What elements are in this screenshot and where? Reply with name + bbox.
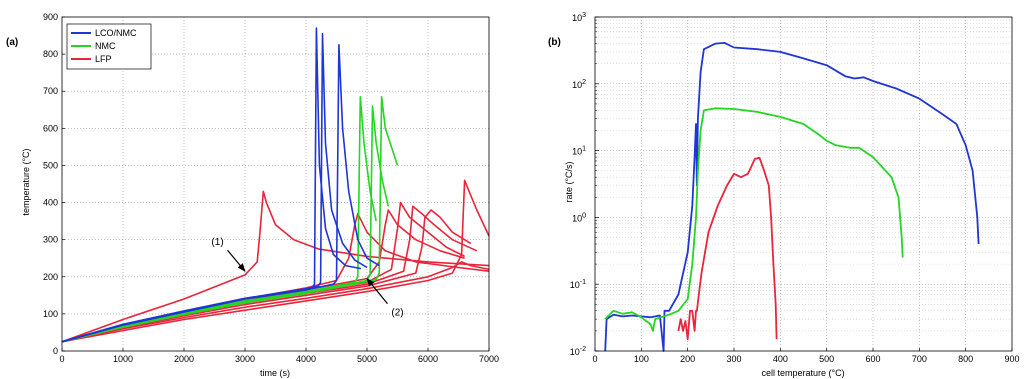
panel-a-grid [62, 17, 489, 351]
panel-b-label: (b) [548, 37, 561, 48]
x-tick-label: 6000 [418, 354, 438, 364]
legend-label-lfp: LFP [95, 54, 112, 64]
annotation-label: (1) [211, 237, 223, 248]
series-line-nmc [61, 96, 399, 343]
x-tick-label: 5000 [357, 354, 377, 364]
panel-b-series-group [604, 42, 980, 352]
annotation-arrow [366, 277, 388, 305]
panel-b-grid [595, 17, 1012, 351]
x-tick-label: 7000 [479, 354, 499, 364]
series-line-lco-nmc [61, 27, 362, 343]
y-tick-label: 100 [572, 212, 586, 223]
series-line-lfp [61, 209, 472, 343]
y-tick-label: 900 [43, 12, 58, 22]
y-tick-label: 500 [43, 160, 58, 170]
x-tick-label: 0 [59, 354, 64, 364]
y-tick-label: 101 [572, 146, 586, 157]
legend-label-nmc: NMC [95, 41, 116, 51]
series-line-lco-nmc [604, 42, 980, 352]
series-line-lfp [61, 201, 465, 343]
y-tick-label: 600 [43, 123, 58, 133]
panel-a-series-group [61, 27, 490, 343]
series-line-lfp [61, 190, 490, 343]
panel-a-label: (a) [6, 37, 18, 48]
x-tick-label: 0 [592, 354, 597, 364]
x-tick-label: 2000 [174, 354, 194, 364]
y-tick-label: 10-1 [570, 279, 586, 290]
x-tick-label: 100 [634, 354, 649, 364]
legend-label-lco-nmc: LCO/NMC [95, 28, 137, 38]
x-tick-label: 4000 [296, 354, 316, 364]
y-tick-label: 100 [43, 309, 58, 319]
x-tick-label: 700 [912, 354, 927, 364]
x-tick-label: 200 [680, 354, 695, 364]
x-tick-label: 3000 [235, 354, 255, 364]
annotation-arrow [227, 249, 246, 272]
series-line-lfp [677, 156, 778, 341]
panel-b-x-axis-label: cell temperature (°C) [761, 368, 844, 378]
panel-a-x-axis-label: time (s) [260, 368, 290, 378]
annotation-label: (2) [391, 308, 403, 319]
y-tick-label: 103 [572, 12, 586, 23]
panel-b-ticks: 0 100 200 300 400 500 600 700 800 900 10-2 10-1 100 1… [570, 12, 1020, 364]
panel-b-y-axis-label: rate (°C/s) [564, 161, 574, 202]
panel-b-plot-frame [594, 16, 1013, 352]
x-tick-label: 600 [865, 354, 880, 364]
x-tick-label: 1000 [113, 354, 133, 364]
panel-a-ticks: 0 1000 2000 3000 4000 5000 6000 7000 0 100 200 300 4… [43, 12, 499, 364]
y-tick-label: 800 [43, 49, 58, 59]
y-tick-label: 200 [43, 272, 58, 282]
y-tick-label: 700 [43, 86, 58, 96]
x-tick-label: 900 [1004, 354, 1019, 364]
y-tick-label: 102 [572, 79, 586, 90]
y-tick-label: 300 [43, 235, 58, 245]
y-tick-label: 10-2 [570, 346, 586, 357]
x-tick-label: 400 [773, 354, 788, 364]
series-line-lfp [61, 261, 490, 343]
x-tick-label: 300 [726, 354, 741, 364]
panel-a-annotations: (1) (2) [211, 237, 403, 319]
panel-a-y-axis-label: temperature (°C) [21, 148, 31, 215]
y-tick-label: 400 [43, 198, 58, 208]
panel-b-chart: (b) 0 100 200 300 400 500 600 700 800 900 10-2 10-1… [548, 12, 1020, 378]
panel-a-legend: LCO/NMC NMC LFP [66, 23, 152, 70]
x-tick-label: 800 [958, 354, 973, 364]
series-line-lfp [61, 179, 490, 343]
panel-a-chart: (a) 0 1000 2000 3000 4000 5000 6000 7000 0 100 200… [6, 12, 499, 378]
series-line-lco-nmc [61, 44, 380, 343]
y-tick-label: 0 [53, 346, 58, 356]
x-tick-label: 500 [819, 354, 834, 364]
panel-a-plot-frame [61, 16, 490, 352]
series-line-nmc [604, 107, 904, 332]
